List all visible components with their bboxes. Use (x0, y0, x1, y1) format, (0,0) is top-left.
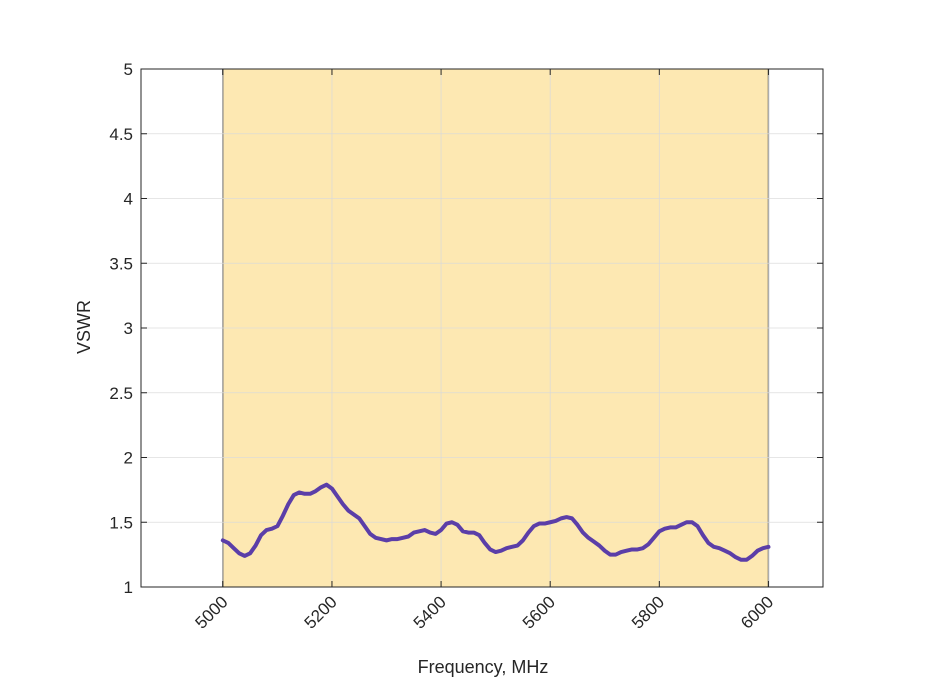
x-tick-label: 5200 (301, 592, 341, 632)
x-tick-label: 6000 (737, 592, 777, 632)
y-tick-label: 2.5 (109, 384, 133, 403)
x-tick-label: 5000 (191, 592, 231, 632)
x-axis-label: Frequency, MHz (418, 657, 549, 677)
y-tick-label: 1.5 (109, 513, 133, 532)
series-layer (220, 482, 771, 562)
y-axis-label: VSWR (74, 300, 94, 354)
y-tick-label: 4.5 (109, 125, 133, 144)
y-tick-label: 2 (124, 449, 133, 468)
y-tick-label: 5 (124, 60, 133, 79)
x-tick-label: 5400 (410, 592, 450, 632)
y-tick-label: 3 (124, 319, 133, 338)
axes-layer (140, 68, 824, 588)
x-tick-label: 5600 (519, 592, 559, 632)
x-tick-labels: 5000 5200 5400 5600 5800 6000 (191, 592, 777, 632)
y-tick-label: 3.5 (109, 254, 133, 273)
series-line (220, 482, 771, 562)
y-tick-labels: 1 1.5 2 2.5 3 3.5 4 4.5 5 (109, 60, 133, 597)
x-tick-label: 5800 (628, 592, 668, 632)
y-tick-label: 4 (124, 190, 133, 209)
y-tick-label: 1 (124, 578, 133, 597)
